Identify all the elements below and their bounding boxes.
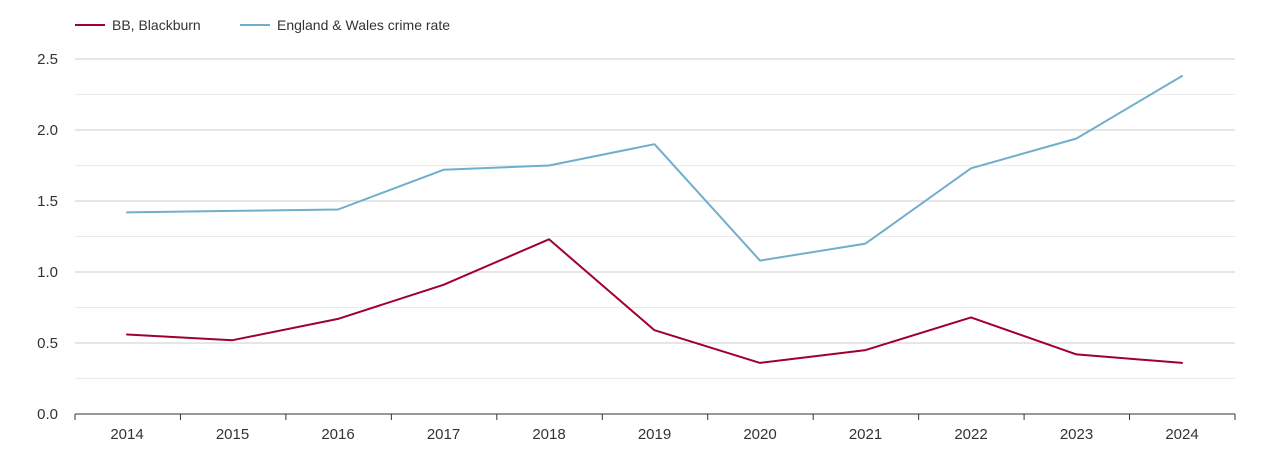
y-tick-label: 0.0 [37,406,58,423]
x-tick-label: 2014 [110,426,143,443]
series-line-0 [126,238,1183,364]
y-tick-label: 1.5 [37,193,58,210]
legend-label: England & Wales crime rate [277,17,450,33]
axes: 0.0 0.5 1.0 1.5 2.0 2.5 2014 2015 2016 2017 2018 20… [37,51,1236,443]
y-tick-label: 0.5 [37,335,58,352]
y-tick-label: 1.0 [37,264,58,281]
x-tick-label: 2020 [743,426,776,443]
x-tick-label: 2021 [849,426,882,443]
x-tick-label: 2017 [427,426,460,443]
x-tick-label: 2019 [638,426,671,443]
legend: BB, Blackburn England & Wales crime rate [75,17,450,33]
series-line-1 [126,75,1183,262]
x-tick-label: 2023 [1060,426,1093,443]
x-tick-label: 2018 [532,426,565,443]
x-tick-label: 2016 [321,426,354,443]
grid-lines [75,58,1235,379]
x-tick-label: 2024 [1165,426,1198,443]
legend-label: BB, Blackburn [112,17,201,33]
x-tick-label: 2015 [216,426,249,443]
y-tick-label: 2.0 [37,122,58,139]
y-tick-label: 2.5 [37,51,58,68]
x-tick-label: 2022 [954,426,987,443]
series-lines [126,75,1183,364]
